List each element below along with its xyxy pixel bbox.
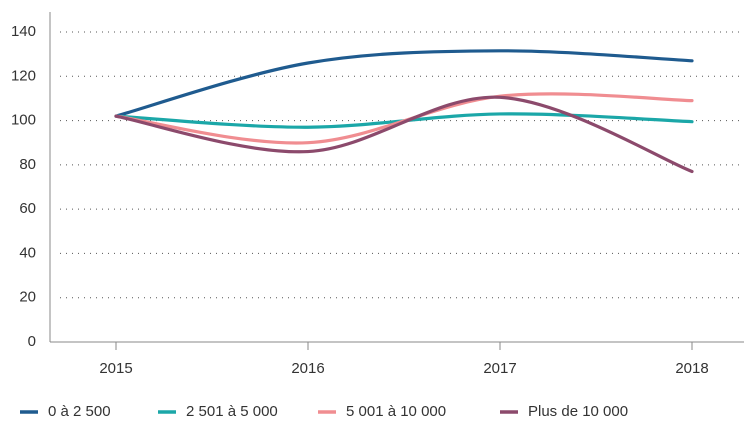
legend-label: Plus de 10 000 [528, 403, 628, 420]
legend-label: 0 à 2 500 [48, 403, 111, 420]
y-tick-label: 40 [19, 244, 36, 261]
series-line [114, 49, 694, 118]
y-tick-label: 0 [28, 333, 36, 350]
legend-label: 2 501 à 5 000 [186, 403, 278, 420]
y-tick-label: 60 [19, 200, 36, 217]
y-tick-label: 140 [11, 23, 36, 40]
series-line [114, 95, 694, 174]
x-tick-label: 2017 [483, 360, 516, 377]
x-tick-label: 2015 [99, 360, 132, 377]
y-tick-label: 100 [11, 112, 36, 129]
y-tick-label: 20 [19, 289, 36, 306]
y-tick-label: 80 [19, 156, 36, 173]
x-tick-label: 2016 [291, 360, 324, 377]
y-tick-label: 120 [11, 67, 36, 84]
x-tick-label: 2018 [675, 360, 708, 377]
legend-label: 5 001 à 10 000 [346, 403, 446, 420]
